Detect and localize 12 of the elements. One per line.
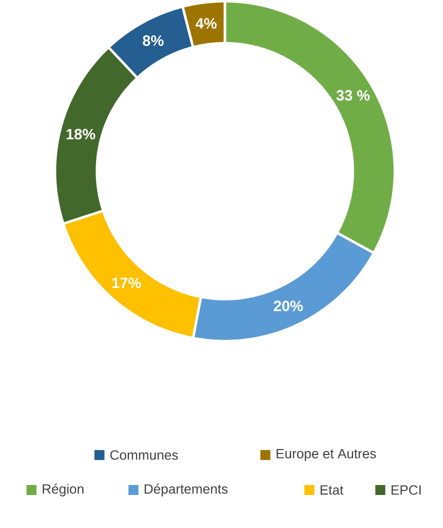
legend-label: Région [42, 484, 84, 496]
legend-label: Etat [320, 485, 344, 495]
legend-label: Communes [110, 450, 178, 460]
legend-label: EPCI [392, 485, 421, 495]
data-label: 20% [274, 300, 303, 312]
data-label: 8% [142, 35, 164, 46]
data-label: 18% [66, 128, 96, 140]
legend-label: Départements [144, 484, 228, 496]
data-label: 4% [196, 18, 217, 29]
data-label: 17% [112, 278, 142, 288]
legend-label: Europe et Autres [276, 449, 376, 462]
data-label: 33 % [336, 90, 370, 101]
